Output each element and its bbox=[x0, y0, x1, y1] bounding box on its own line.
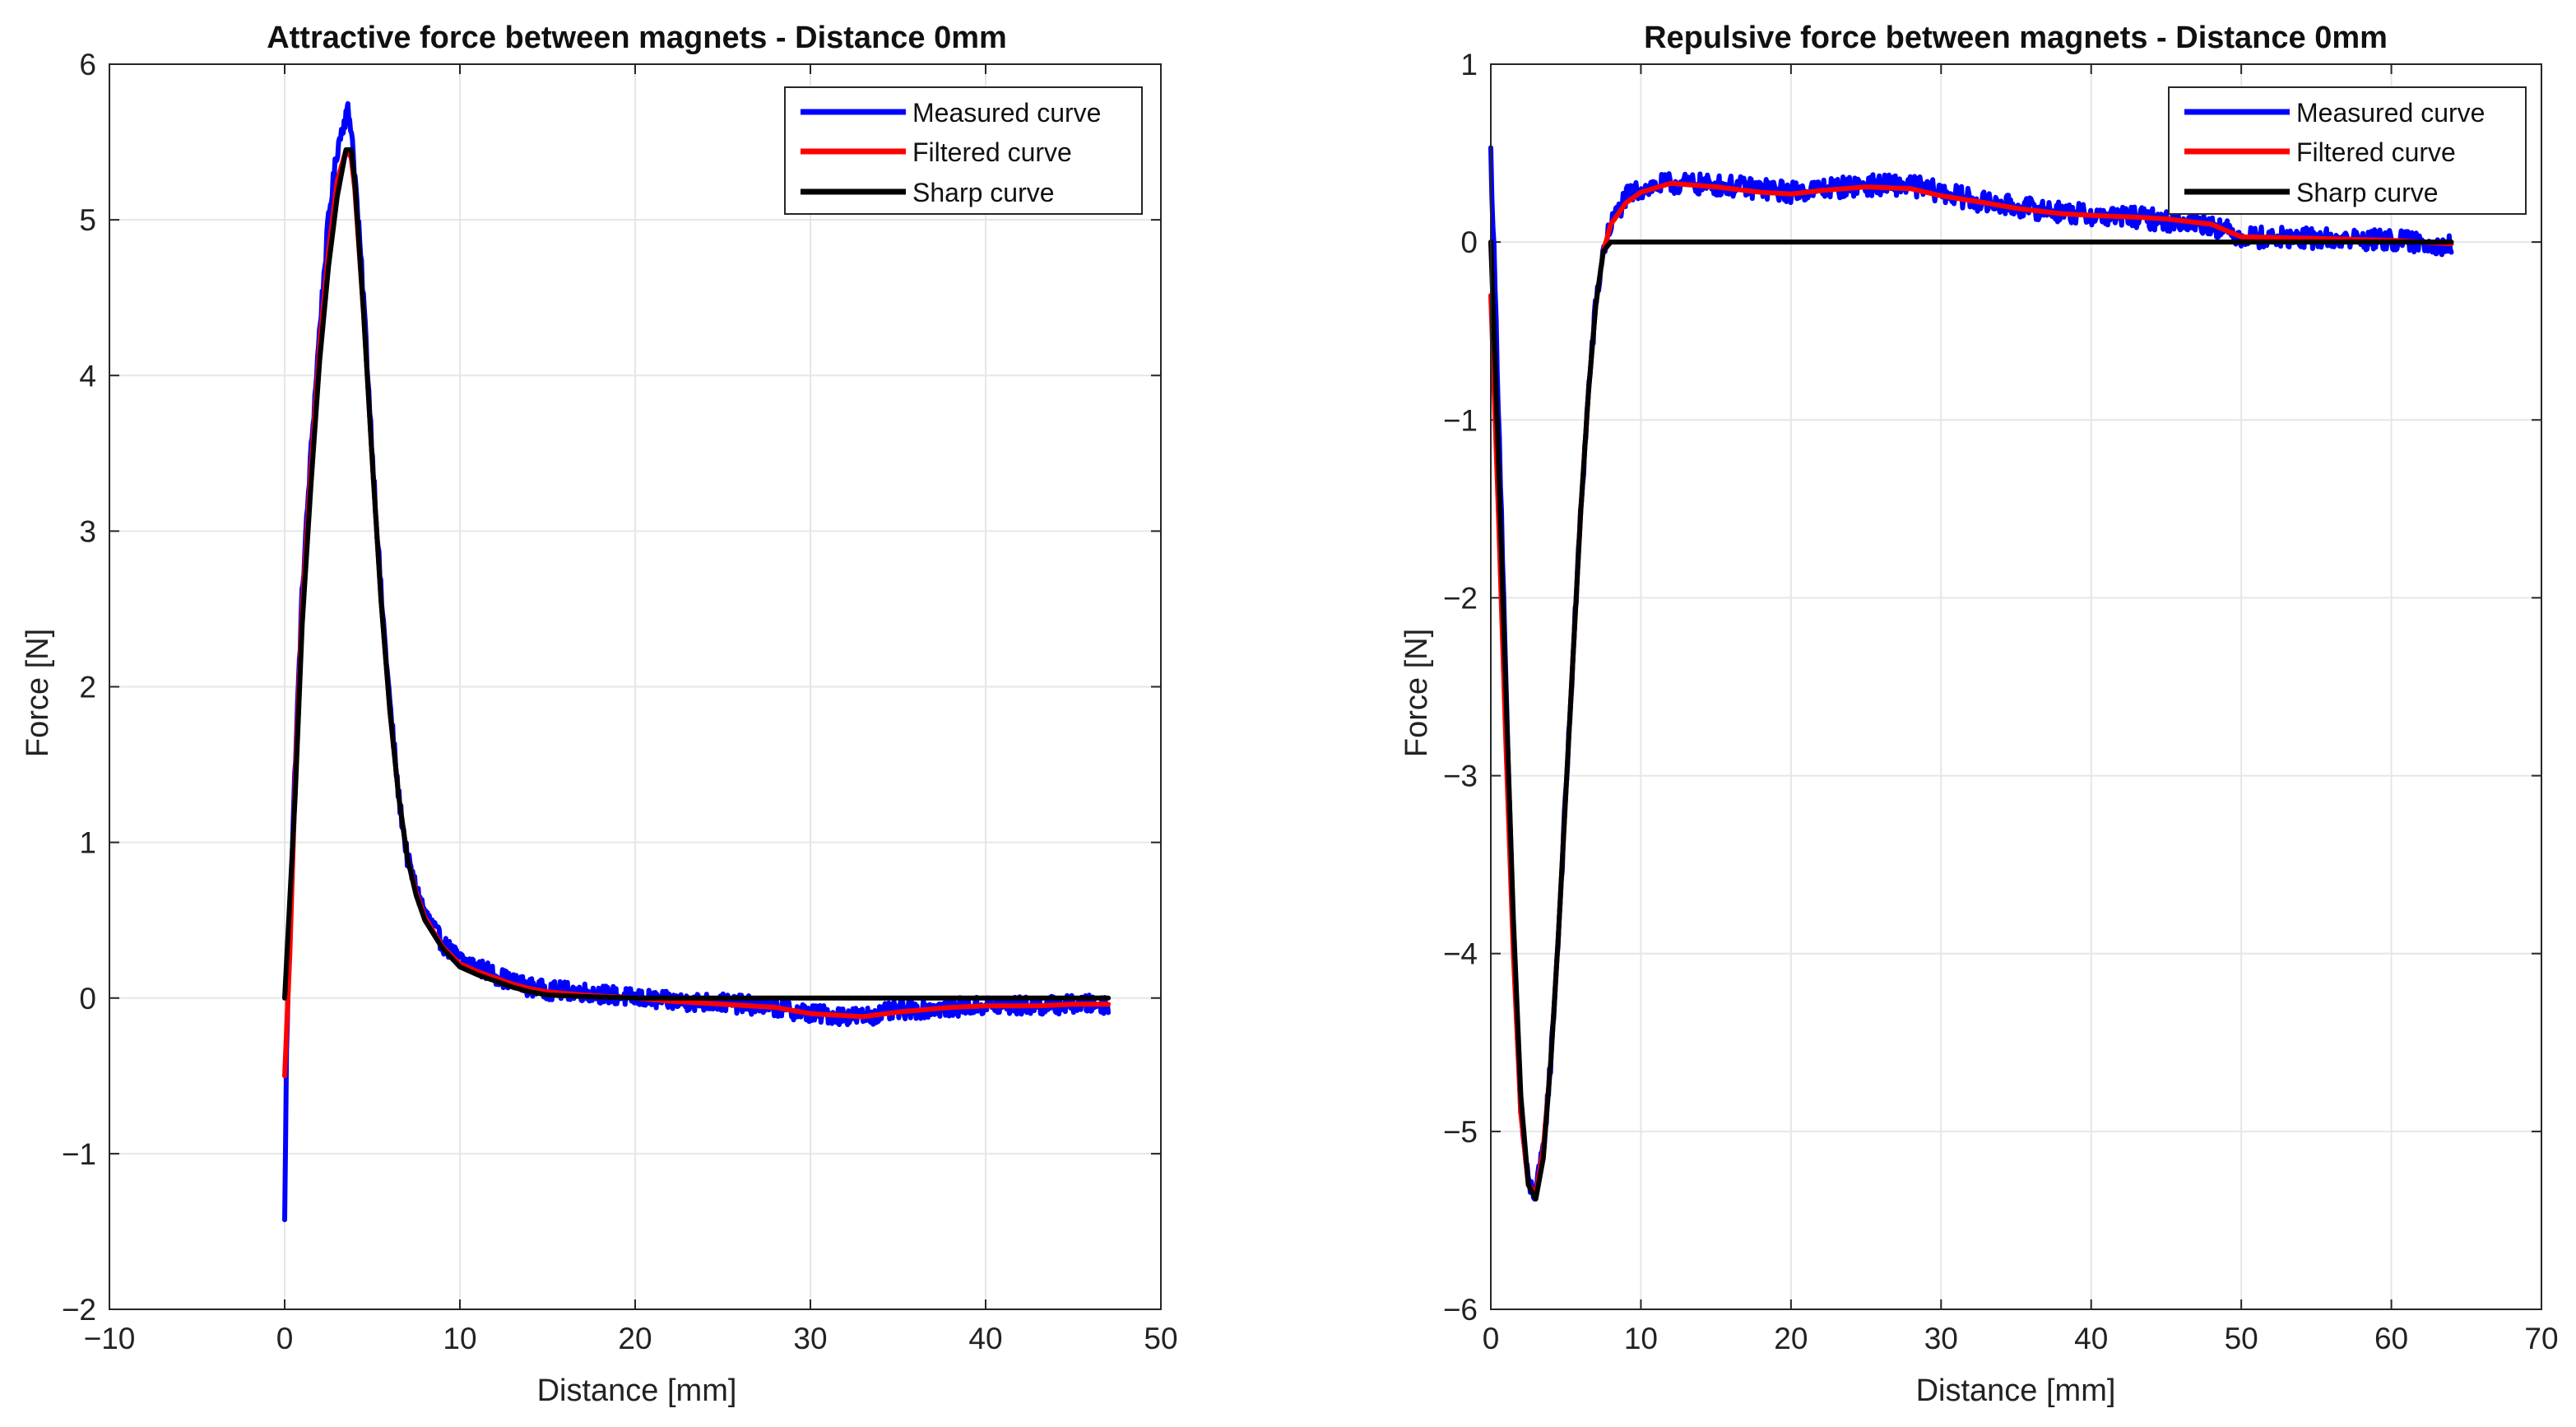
legend-label-filtered: Filtered curve bbox=[2296, 137, 2456, 167]
x-tick-label: 0 bbox=[1483, 1322, 1500, 1355]
plot-area bbox=[1491, 64, 2541, 1309]
plot-frame bbox=[109, 63, 1162, 1310]
y-tick-label: 4 bbox=[79, 359, 96, 393]
x-axis-label: Distance [mm] bbox=[537, 1374, 737, 1408]
y-tick-label: 2 bbox=[79, 671, 96, 704]
y-tick-label: 1 bbox=[1460, 48, 1478, 81]
y-tick-label: −2 bbox=[62, 1293, 96, 1327]
series-group bbox=[282, 100, 1112, 1223]
y-tick-label: −1 bbox=[62, 1137, 96, 1171]
chart-repulsive: Repulsive force between magnets - Distan… bbox=[1399, 21, 2559, 1408]
legend-label-sharp: Sharp curve bbox=[912, 178, 1055, 207]
chart-attractive: Attractive force between magnets - Dista… bbox=[21, 21, 1178, 1408]
legend-label-measured: Measured curve bbox=[2296, 98, 2485, 128]
y-axis-label: Force [N] bbox=[21, 629, 55, 757]
y-tick-label: 0 bbox=[1460, 225, 1478, 259]
x-tick-label: 20 bbox=[1774, 1322, 1808, 1355]
x-tick-label: 40 bbox=[2074, 1322, 2108, 1355]
legend: Measured curve Filtered curve Sharp curv… bbox=[784, 86, 1143, 215]
y-tick-label: −3 bbox=[1443, 760, 1478, 793]
y-tick-label: −4 bbox=[1443, 937, 1478, 971]
x-tick-label: 10 bbox=[443, 1322, 476, 1355]
chart-title: Repulsive force between magnets - Distan… bbox=[1644, 21, 2388, 55]
y-tick-label: 3 bbox=[79, 514, 96, 548]
x-tick-label: 50 bbox=[1144, 1322, 1177, 1355]
legend-label-sharp: Sharp curve bbox=[2296, 178, 2439, 207]
x-tick-label: 20 bbox=[618, 1322, 652, 1355]
y-axis-label: Force [N] bbox=[1399, 629, 1434, 757]
series-line-sharp-curve bbox=[1488, 239, 2454, 1202]
x-tick-label: −10 bbox=[84, 1322, 136, 1355]
series-group bbox=[1488, 145, 2454, 1202]
chart-title: Attractive force between magnets - Dista… bbox=[267, 21, 1007, 55]
x-tick-label: 0 bbox=[276, 1322, 294, 1355]
x-tick-label: 50 bbox=[2225, 1322, 2258, 1355]
tick-labels: 0 10 20 30 40 50 60 70 −6 −5 −4 −3 −2 −1 0 1 bbox=[1443, 48, 2559, 1355]
x-tick-label: 30 bbox=[793, 1322, 827, 1355]
y-tick-label: −5 bbox=[1443, 1115, 1478, 1149]
legend: Measured curve Filtered curve Sharp curv… bbox=[2168, 86, 2527, 215]
x-tick-label: 40 bbox=[968, 1322, 1002, 1355]
y-tick-label: 6 bbox=[79, 48, 96, 81]
x-axis-label: Distance [mm] bbox=[1916, 1374, 2116, 1408]
y-tick-label: −1 bbox=[1443, 403, 1478, 437]
x-tick-label: 60 bbox=[2374, 1322, 2408, 1355]
x-tick-label: 10 bbox=[1624, 1322, 1658, 1355]
y-tick-label: −6 bbox=[1443, 1293, 1478, 1327]
legend-label-measured: Measured curve bbox=[912, 98, 1101, 128]
y-tick-label: 1 bbox=[79, 826, 96, 860]
plot-frame bbox=[1490, 63, 2542, 1310]
y-tick-label: −2 bbox=[1443, 581, 1478, 615]
y-tick-label: 5 bbox=[79, 203, 96, 237]
legend-label-filtered: Filtered curve bbox=[912, 137, 1072, 167]
series-line-sharp-curve bbox=[282, 147, 1112, 1001]
x-tick-label: 30 bbox=[1924, 1322, 1958, 1355]
x-tick-label: 70 bbox=[2524, 1322, 2558, 1355]
y-tick-label: 0 bbox=[79, 982, 96, 1016]
